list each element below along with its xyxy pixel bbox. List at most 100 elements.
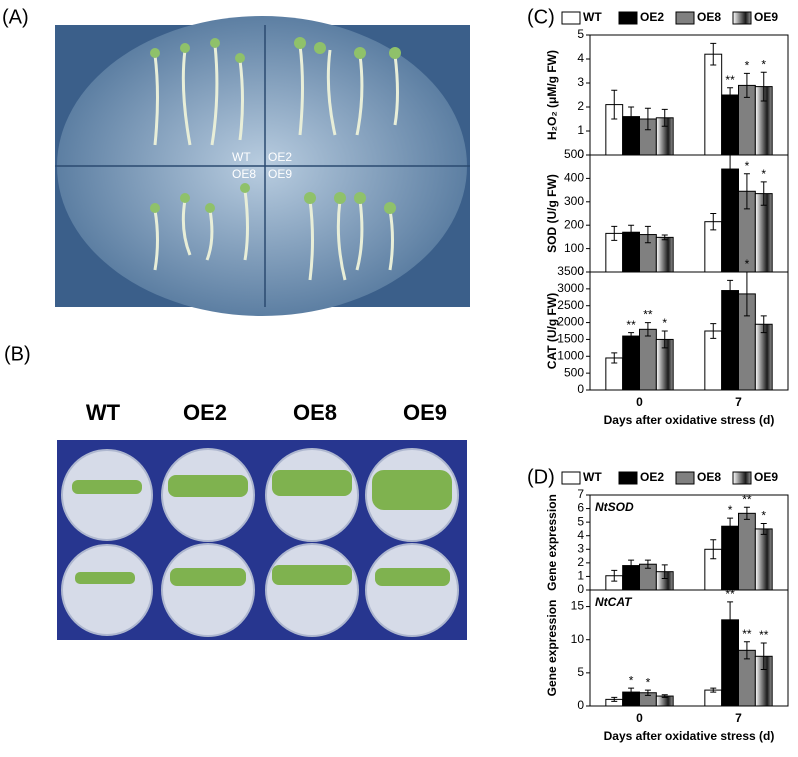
significance: **: [725, 266, 735, 280]
y-tick-label: 500: [564, 147, 584, 161]
y-tick-label: 2000: [557, 315, 584, 329]
error-bar: [628, 559, 635, 572]
error-bar: [760, 315, 767, 334]
error-bar: [710, 213, 717, 231]
y-tick-label: 200: [564, 217, 584, 231]
error-bar: [743, 72, 750, 98]
y-tick-label: 3500: [557, 264, 584, 278]
y-tick-label: 500: [564, 365, 584, 379]
error-bar: [628, 687, 635, 697]
legend-swatch: [618, 471, 638, 485]
panel-label: (B): [4, 343, 31, 365]
y-tick-label: 300: [564, 194, 584, 208]
bar: [622, 335, 640, 391]
plot-frame: [589, 589, 789, 707]
y-tick-label: 3: [577, 541, 584, 555]
y-tick-label: 0: [577, 147, 584, 161]
error-bar: [661, 694, 668, 698]
significance: **: [725, 140, 735, 154]
x-tick-label: 0: [636, 395, 643, 409]
error-bar: [628, 224, 635, 240]
y-tick-label: 100: [564, 241, 584, 255]
photo-label: WT: [86, 400, 121, 425]
y-tick-label: 0: [577, 582, 584, 596]
significance: **: [725, 73, 735, 87]
error-bar: [743, 271, 750, 317]
bar: [704, 330, 723, 391]
x-axis-label: Days after oxidative stress (d): [604, 413, 775, 427]
panel-label: (C): [527, 6, 555, 28]
significance: **: [626, 318, 636, 332]
y-tick-label: 5: [577, 27, 584, 41]
y-axis-label: CAT (U/g FW): [545, 293, 559, 369]
y-tick-label: 400: [564, 171, 584, 185]
y-tick-label: 1: [577, 569, 584, 583]
y-tick-label: 2500: [557, 298, 584, 312]
error-bar: [611, 225, 618, 241]
y-tick-label: 0: [577, 698, 584, 712]
bar: [721, 168, 739, 273]
y-tick-label: 0: [577, 382, 584, 396]
y-tick-label: 2: [577, 99, 584, 113]
error-bar: [727, 601, 734, 639]
significance: *: [662, 316, 667, 330]
y-tick-label: 5: [577, 514, 584, 528]
error-bar: [644, 107, 651, 131]
error-bar: [710, 539, 717, 560]
panel-label: (D): [527, 466, 555, 488]
significance: *: [745, 59, 750, 73]
bar: [754, 528, 773, 591]
photo-label: OE9: [268, 167, 292, 181]
panel-label: (A): [2, 6, 29, 28]
error-bar: [611, 569, 618, 582]
legend-swatch: [675, 11, 695, 25]
x-axis-label: Days after oxidative stress (d): [604, 729, 775, 743]
error-bar: [611, 352, 618, 364]
legend-label: OE9: [754, 10, 778, 24]
legend-label: OE2: [640, 10, 664, 24]
significance: **: [725, 587, 735, 601]
seedlings: [153, 44, 399, 281]
error-bar: [661, 234, 668, 241]
legend-swatch: [561, 11, 581, 25]
error-bar: [644, 559, 651, 569]
significance: *: [728, 503, 733, 517]
bar: [655, 236, 674, 273]
y-tick-label: 10: [571, 632, 585, 646]
error-bar: [710, 323, 717, 339]
y-axis-label: H₂O₂ (μM/g FW): [545, 50, 559, 140]
legend-swatch: [561, 471, 581, 485]
y-axis-label: Gene expression: [545, 600, 559, 697]
bar: [754, 323, 773, 391]
error-bar: [743, 173, 750, 210]
error-bar: [727, 87, 734, 103]
error-bar: [743, 641, 750, 660]
x-tick-label: 0: [636, 711, 643, 725]
y-axis-label: SOD (U/g FW): [545, 174, 559, 253]
error-bar: [710, 42, 717, 66]
error-bar: [727, 279, 734, 302]
error-bar: [628, 332, 635, 340]
y-tick-label: 3: [577, 75, 584, 89]
y-tick-label: 5: [577, 665, 584, 679]
y-tick-label: 3000: [557, 281, 584, 295]
photo-label: WT: [232, 150, 251, 164]
annotation: NtSOD: [595, 500, 634, 514]
significance: *: [745, 159, 750, 173]
legend-swatch: [618, 11, 638, 25]
significance: *: [629, 673, 634, 687]
y-tick-label: 4: [577, 528, 584, 542]
legend-swatch: [732, 11, 752, 25]
significance: *: [646, 675, 651, 689]
significance: **: [759, 628, 769, 642]
legend-label: OE8: [697, 470, 721, 484]
y-tick-label: 1: [577, 123, 584, 137]
bar: [721, 290, 739, 391]
legend-label: OE9: [754, 470, 778, 484]
error-bar: [661, 564, 668, 579]
y-tick-label: 2: [577, 555, 584, 569]
y-axis-label: Gene expression: [545, 494, 559, 591]
y-tick-label: 7: [577, 487, 584, 501]
